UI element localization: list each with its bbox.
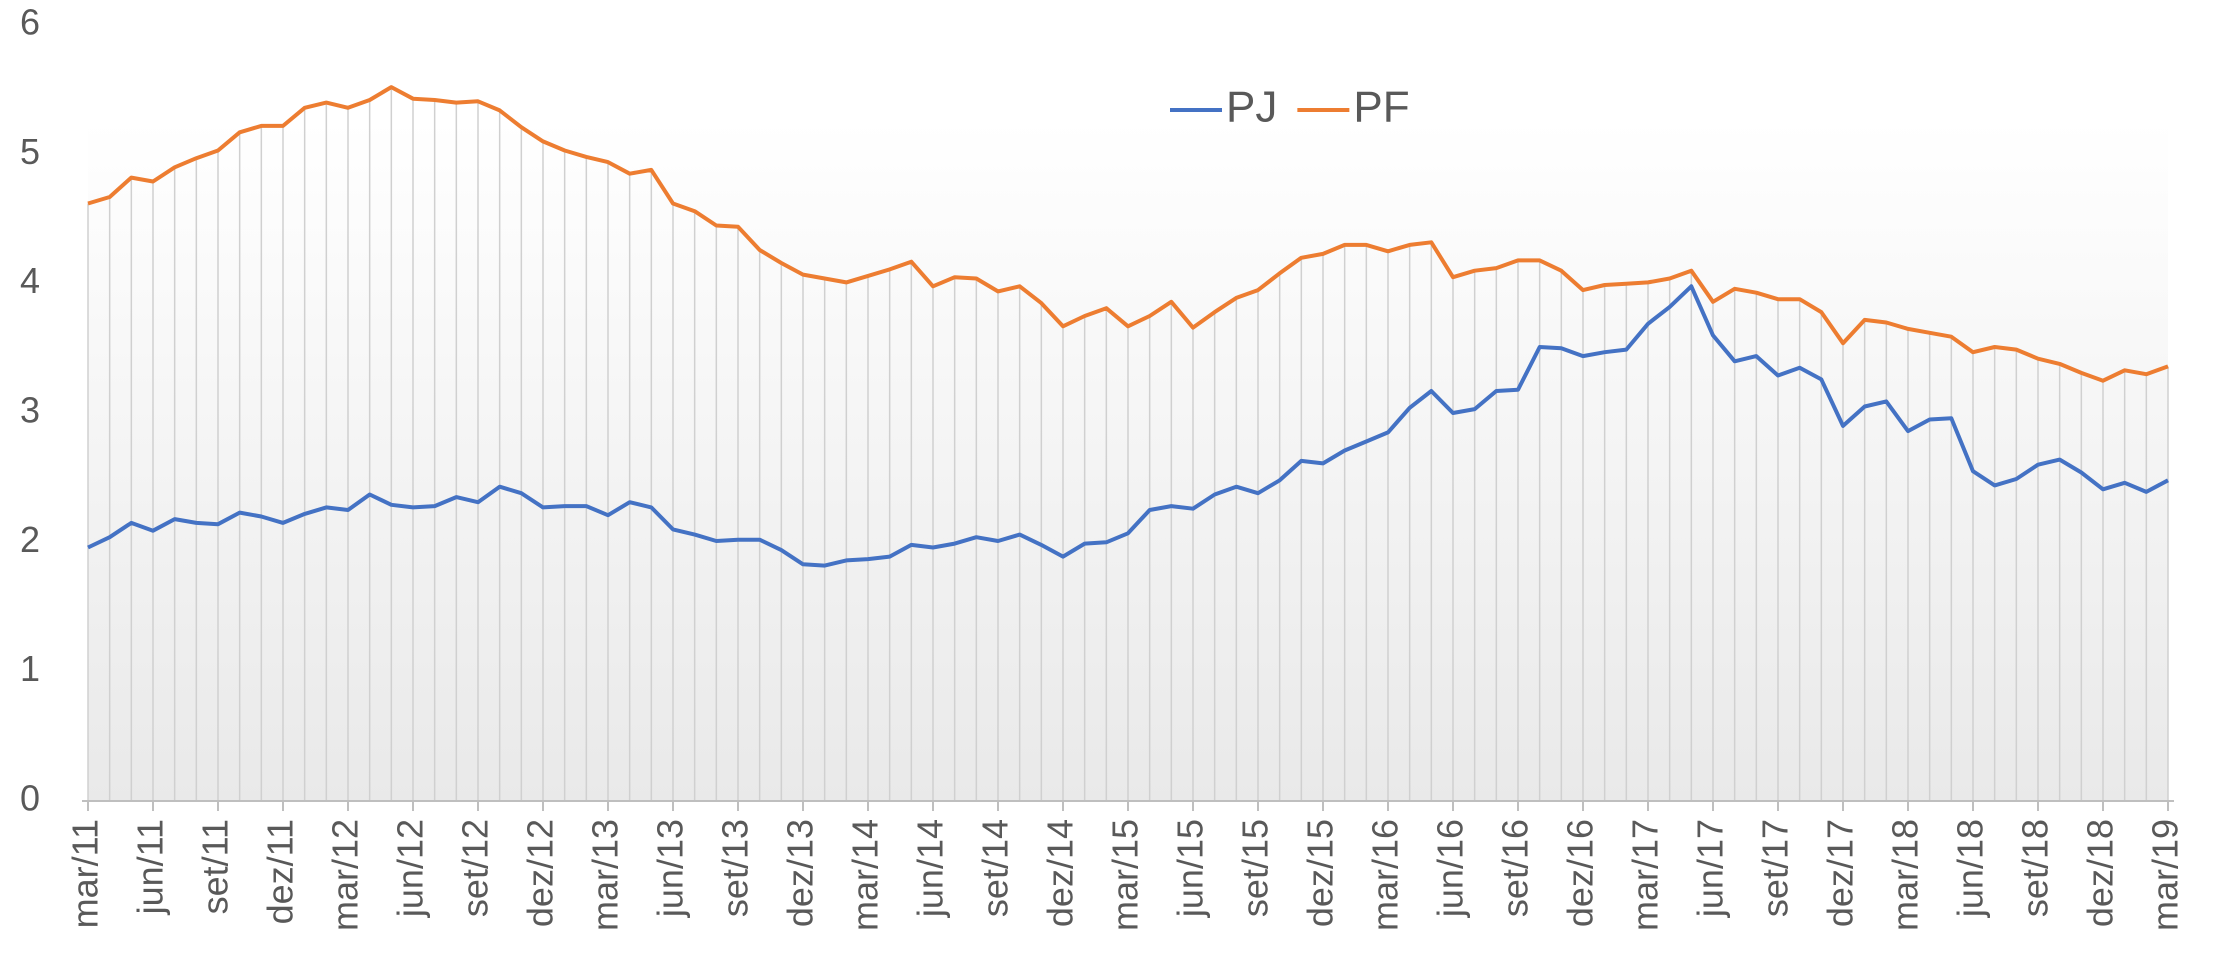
y-tick-label: 3 [20, 390, 40, 431]
x-tick-label: set/17 [1755, 819, 1796, 917]
x-tick-label: mar/18 [1885, 819, 1926, 931]
x-tick-label: set/11 [195, 819, 236, 914]
x-tick-label: set/14 [975, 819, 1016, 917]
x-tick-label: mar/12 [325, 819, 366, 931]
legend-label: PJ [1226, 83, 1277, 132]
x-tick-label: jun/12 [390, 819, 431, 918]
x-tick-label: jun/17 [1690, 819, 1731, 918]
x-tick-label: dez/13 [780, 819, 821, 927]
x-tick-label: dez/11 [260, 819, 301, 924]
x-tick-label: dez/12 [520, 819, 561, 927]
y-tick-label: 4 [20, 260, 40, 301]
x-tick-label: mar/13 [585, 819, 626, 931]
x-tick-label: dez/16 [1560, 819, 1601, 927]
x-tick-label: jun/14 [910, 819, 951, 918]
legend-label: PF [1353, 83, 1409, 132]
series-line [87, 284, 2169, 568]
x-tick-label: jun/13 [650, 819, 691, 918]
x-tick-label: jun/11 [130, 819, 171, 915]
y-tick-label: 0 [20, 778, 40, 819]
x-tick-label: mar/16 [1365, 819, 1406, 931]
y-tick-label: 1 [20, 648, 40, 689]
x-tick-label: dez/15 [1300, 819, 1341, 927]
x-tick-label: set/16 [1495, 819, 1536, 917]
x-tick-label: mar/19 [2145, 819, 2186, 931]
x-tick-label: mar/17 [1625, 819, 1666, 931]
series-line [87, 85, 2169, 383]
x-tick-label: jun/16 [1430, 819, 1471, 918]
x-tick-label: mar/11 [65, 819, 106, 928]
x-tick-label: set/13 [715, 819, 756, 917]
x-tick-label: dez/18 [2080, 819, 2121, 927]
y-tick-label: 2 [20, 519, 40, 560]
x-tick-label: dez/14 [1040, 819, 1081, 927]
x-tick-label: set/18 [2015, 819, 2056, 917]
x-tick-label: dez/17 [1820, 819, 1861, 927]
x-tick-label: mar/14 [845, 819, 886, 931]
y-tick-label: 5 [20, 131, 40, 172]
x-tick-label: jun/18 [1950, 819, 1991, 918]
x-tick-label: set/12 [455, 819, 496, 917]
x-tick-label: jun/15 [1170, 819, 1211, 918]
x-tick-label: mar/15 [1105, 819, 1146, 931]
y-tick-label: 6 [20, 2, 40, 43]
x-tick-label: set/15 [1235, 819, 1276, 917]
